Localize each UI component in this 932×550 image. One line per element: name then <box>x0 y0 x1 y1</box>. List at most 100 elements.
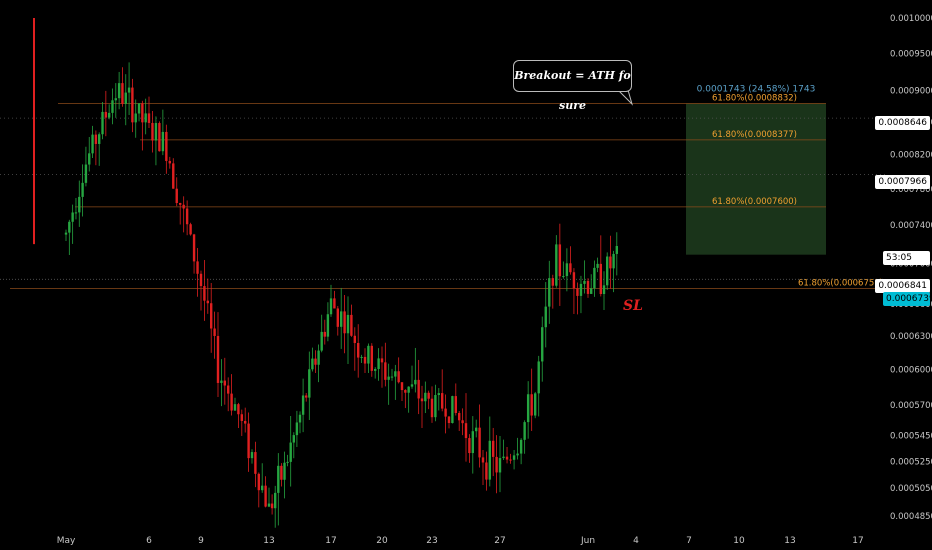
candle-body <box>199 273 203 287</box>
candle-body <box>292 435 295 443</box>
candle-body <box>593 267 596 289</box>
candle-body <box>609 256 612 269</box>
stop-loss-label: SL <box>623 298 643 314</box>
candle-body <box>131 87 134 123</box>
candle-body <box>289 442 292 462</box>
candle-body <box>530 394 533 416</box>
candle-body <box>134 113 137 123</box>
price-badge-mid: 0.0007966 <box>875 175 930 189</box>
candle-body <box>240 414 243 421</box>
candle-body <box>336 308 339 327</box>
candle-body <box>264 485 267 507</box>
candle-body <box>434 395 437 418</box>
candle-body <box>390 376 394 378</box>
candle-body <box>317 350 320 365</box>
candle-body <box>250 452 254 459</box>
candle-body <box>151 122 154 141</box>
x-tick-label: 9 <box>198 536 204 546</box>
candle-body <box>114 98 117 101</box>
candle-body <box>374 369 377 371</box>
candle-body <box>420 398 424 402</box>
candle-body <box>370 345 373 371</box>
candle-body <box>220 380 223 383</box>
candle-body <box>227 385 230 394</box>
target-label: 0.0001743 (24.58%) 1743 <box>697 84 816 94</box>
candle-body <box>602 285 606 295</box>
y-tick-label: 0.0007400 <box>890 221 932 231</box>
x-tick-label: 4 <box>633 536 639 546</box>
candle-body <box>329 298 333 315</box>
candle-body <box>147 113 151 123</box>
candle-body <box>596 263 599 268</box>
candle-body <box>165 131 168 161</box>
candle-body <box>127 87 131 93</box>
candle-body <box>175 188 178 204</box>
y-tick-label: 0.0005450 <box>890 432 932 442</box>
candle-body <box>230 393 233 411</box>
breakout-callout[interactable]: Breakout = ATH fo sure <box>513 60 632 112</box>
candle-body <box>196 261 199 274</box>
candle-body <box>137 103 141 114</box>
candle-body <box>189 224 192 235</box>
candle-body <box>64 232 68 235</box>
y-tick-label: 0.0006000 <box>890 366 932 376</box>
candle-body <box>267 503 271 507</box>
candle-body <box>384 362 387 380</box>
candle-body <box>367 345 370 364</box>
candle-body <box>154 123 158 141</box>
x-tick-label: 17 <box>852 536 863 546</box>
candle-body <box>537 361 540 394</box>
candle-body <box>121 83 124 104</box>
candle-body <box>447 416 451 424</box>
candle-body <box>427 392 430 399</box>
candle-body <box>363 356 367 364</box>
candle-body <box>407 386 410 393</box>
candle-body <box>158 123 161 152</box>
x-tick-label: Jun <box>580 536 595 546</box>
candle-body <box>107 112 111 118</box>
candle-body <box>562 276 565 278</box>
candle-body <box>81 182 84 197</box>
x-tick-label: 13 <box>784 536 795 546</box>
y-tick-label: 0.0010000 <box>890 14 932 24</box>
candle-body <box>569 263 572 273</box>
candle-body <box>394 371 397 377</box>
candle-body <box>488 440 491 480</box>
candle-body <box>68 221 71 233</box>
bid-price-badge: 0.0006739 <box>883 292 932 306</box>
candle-body <box>586 280 590 294</box>
candle-body <box>615 246 618 254</box>
candle-body <box>526 394 530 423</box>
candle-body <box>213 328 216 336</box>
candle-body <box>244 420 247 424</box>
candle-body <box>74 212 78 214</box>
candle-body <box>98 134 101 144</box>
candle-body <box>424 392 427 402</box>
candle-body <box>404 390 407 393</box>
candle-body <box>301 395 305 415</box>
candle-body <box>179 203 182 205</box>
candle-body <box>71 212 74 222</box>
candle-body <box>377 358 380 370</box>
candle-body <box>210 303 213 329</box>
y-tick-label: 0.0009000 <box>890 87 932 97</box>
candle-body <box>117 83 121 99</box>
candle-body <box>360 356 363 358</box>
target-zone <box>686 103 826 255</box>
candle-body <box>444 408 447 417</box>
candle-body <box>555 244 558 286</box>
candle-body <box>185 208 189 225</box>
candle-body <box>104 111 108 118</box>
candle-body <box>454 396 457 413</box>
candle-body <box>111 100 114 113</box>
candle-body <box>516 453 519 456</box>
candle-body <box>286 461 289 463</box>
candle-body <box>340 311 343 327</box>
candle-body <box>464 423 468 439</box>
candle-body <box>247 423 250 459</box>
candle-body <box>498 458 502 473</box>
candle-body <box>346 314 350 334</box>
candle-body <box>308 369 311 398</box>
